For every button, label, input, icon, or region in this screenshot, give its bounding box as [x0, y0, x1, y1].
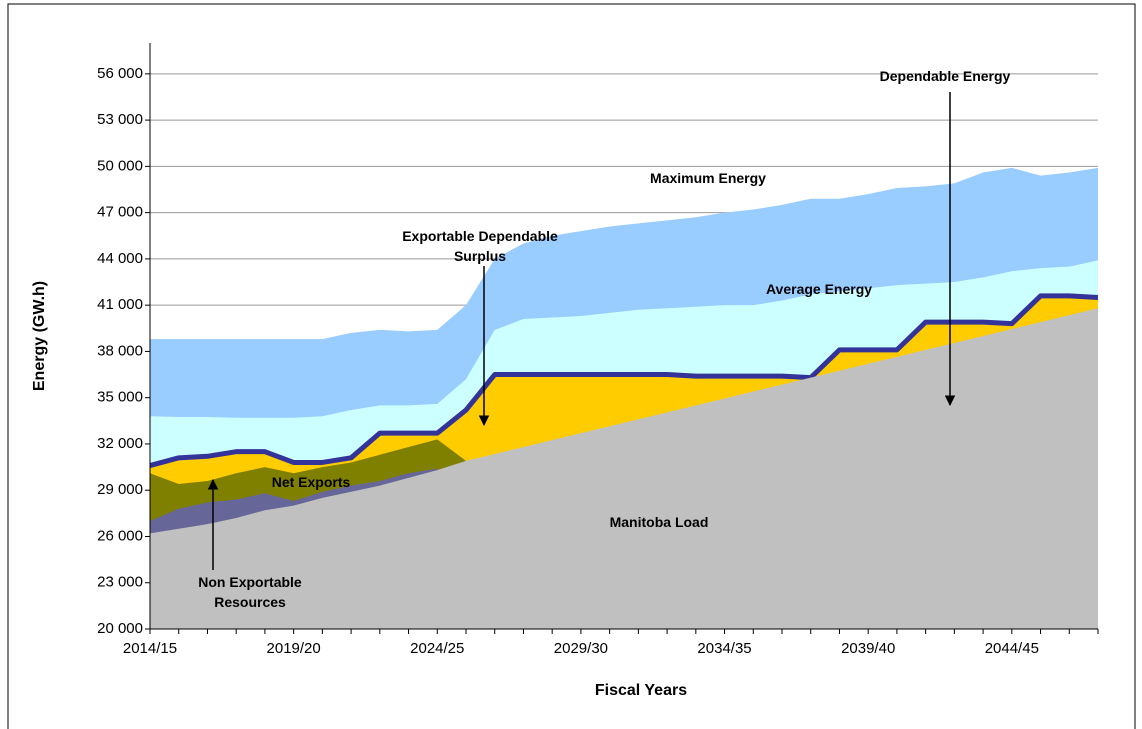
y-tick-label: 23 000 [97, 574, 143, 591]
x-tick-label: 2034/35 [697, 640, 751, 657]
y-tick-label: 53 000 [97, 111, 143, 128]
y-tick-label: 50 000 [97, 157, 143, 174]
x-tick-label: 2039/40 [841, 640, 895, 657]
y-tick-label: 38 000 [97, 342, 143, 359]
y-tick-label: 56 000 [97, 65, 143, 82]
series-label: Maximum Energy [650, 170, 766, 186]
y-tick-label: 20 000 [97, 620, 143, 637]
series-label: Net Exports [271, 474, 351, 490]
series-label: Dependable Energy [879, 68, 1011, 84]
area [150, 308, 1098, 629]
y-tick-label: 41 000 [97, 296, 143, 313]
line [149, 293, 1099, 468]
x-tick-label: 2024/25 [410, 640, 464, 657]
y-tick-label: 32 000 [97, 435, 143, 452]
series-label: Average Energy [765, 281, 873, 297]
x-tick-label: 2014/15 [123, 640, 177, 657]
y-tick-label: 47 000 [97, 204, 143, 221]
x-tick-label: 2019/20 [267, 640, 321, 657]
frame [7, 3, 1136, 729]
x-tick-label: 2029/30 [554, 640, 608, 657]
y-tick-label: 35 000 [97, 389, 143, 406]
x-tick-label: 2044/45 [985, 640, 1039, 657]
x-axis-label: Fiscal Years [595, 682, 687, 699]
annotation: Exportable Dependable Surplus [402, 228, 558, 264]
y-axis-label: Energy (GW.h) [31, 281, 48, 391]
y-tick-label: 44 000 [97, 250, 143, 267]
y-tick-label: 29 000 [97, 481, 143, 498]
y-tick-label: 26 000 [97, 527, 143, 544]
series-label: Non Exportable Resources [198, 574, 302, 610]
series-label: Manitoba Load [609, 514, 709, 530]
